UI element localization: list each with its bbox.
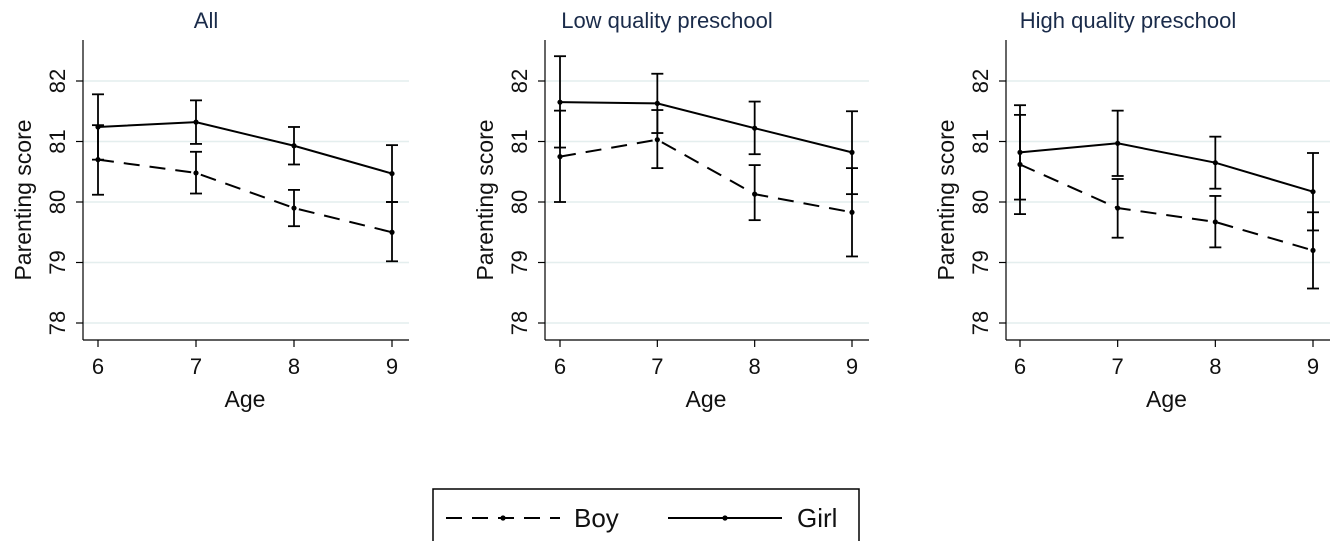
x-tick-label: 6 [554,354,566,379]
y-tick-label: 81 [507,129,532,153]
girl-point [389,170,395,177]
y-tick-label: 82 [45,69,70,93]
y-tick-label: 80 [507,190,532,214]
girl-point [291,143,297,149]
y-axis-title: Parenting score [933,119,959,280]
boy-line [97,158,393,234]
y-tick-label: 78 [45,311,70,335]
boy-point [1212,219,1218,225]
y-tick-label: 79 [968,250,993,274]
girl-line [97,121,393,175]
x-axis-title: Age [225,386,266,412]
girl-point [654,100,660,106]
girl-point [1017,149,1023,155]
x-tick-label: 9 [846,354,858,379]
y-axis-title: Parenting score [472,119,498,280]
y-tick-label: 80 [45,190,70,214]
x-tick-label: 8 [749,354,761,379]
boy-point [389,229,395,235]
panel-title: Low quality preschool [561,8,773,33]
girl-point [1115,140,1121,146]
x-tick-label: 8 [288,354,300,379]
panel-title: All [194,8,218,33]
x-axis-title: Age [1146,386,1187,412]
girl-point [193,119,199,125]
boy-point [193,170,199,176]
girl-point [95,124,101,130]
x-axis-title: Age [686,386,727,412]
girl-point [752,125,758,131]
x-tick-label: 6 [1014,354,1026,379]
y-tick-label: 79 [45,250,70,274]
legend-box [432,488,860,541]
legend-girl-label: Girl [797,503,837,533]
x-tick-label: 7 [651,354,663,379]
y-tick-label: 81 [968,129,993,153]
y-tick-label: 81 [45,129,70,153]
boy-point [849,209,855,215]
x-tick-label: 7 [1112,354,1124,379]
x-tick-label: 9 [386,354,398,379]
panel-title: High quality preschool [1020,8,1236,33]
girl-point [1212,160,1218,166]
y-tick-label: 82 [507,69,532,93]
legend-boy-marker [500,515,506,521]
boy-point [557,154,563,160]
y-tick-label: 82 [968,69,993,93]
legend: Boy Girl [432,488,860,541]
x-tick-label: 9 [1307,354,1319,379]
y-tick-label: 78 [507,311,532,335]
x-tick-label: 8 [1209,354,1221,379]
boy-point [291,205,297,211]
x-tick-label: 7 [190,354,202,379]
boy-point [1310,247,1316,253]
y-tick-label: 79 [507,250,532,274]
legend-girl-marker [722,515,728,521]
boy-point [654,137,660,143]
girl-point [1310,189,1316,195]
boy-point [752,191,758,197]
y-tick-label: 80 [968,190,993,214]
boy-point [1115,205,1121,211]
x-tick-label: 6 [92,354,104,379]
legend-boy-label: Boy [574,503,619,533]
boy-line [1019,163,1314,252]
girl-line [559,101,853,154]
y-axis-title: Parenting score [10,119,36,280]
girl-line [1019,142,1314,193]
girl-point [557,99,563,105]
girl-point [849,149,855,155]
y-tick-label: 78 [968,311,993,335]
